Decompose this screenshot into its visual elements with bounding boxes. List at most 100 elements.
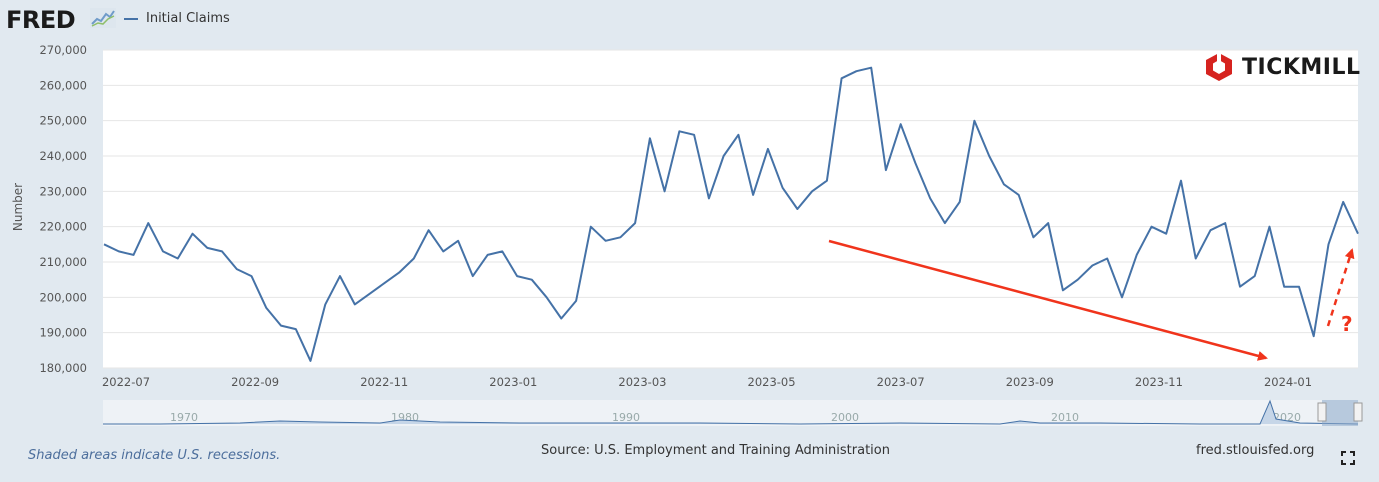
data-point[interactable] bbox=[781, 186, 785, 190]
data-point[interactable] bbox=[972, 119, 976, 123]
navigator-handle-right[interactable] bbox=[1353, 402, 1363, 422]
data-point[interactable] bbox=[1017, 193, 1021, 197]
data-point[interactable] bbox=[1208, 228, 1212, 232]
y-tick-label: 220,000 bbox=[39, 220, 87, 234]
data-point[interactable] bbox=[500, 249, 504, 253]
data-point[interactable] bbox=[397, 271, 401, 275]
data-point[interactable] bbox=[648, 136, 652, 140]
fullscreen-icon[interactable] bbox=[1341, 451, 1355, 465]
data-point[interactable] bbox=[191, 232, 195, 236]
data-point[interactable] bbox=[1149, 225, 1153, 229]
data-point[interactable] bbox=[840, 76, 844, 80]
data-point[interactable] bbox=[250, 274, 254, 278]
data-point[interactable] bbox=[235, 267, 239, 271]
data-point[interactable] bbox=[825, 179, 829, 183]
data-point[interactable] bbox=[530, 278, 534, 282]
data-point[interactable] bbox=[884, 168, 888, 172]
data-point[interactable] bbox=[987, 154, 991, 158]
data-point[interactable] bbox=[589, 225, 593, 229]
y-axis-ticks: 180,000 190,000 200,000 210,000 220,000 230,0… bbox=[39, 43, 87, 375]
data-point[interactable] bbox=[766, 147, 770, 151]
data-point[interactable] bbox=[1105, 256, 1109, 260]
data-point[interactable] bbox=[382, 281, 386, 285]
data-point[interactable] bbox=[751, 193, 755, 197]
data-point[interactable] bbox=[264, 306, 268, 310]
data-point[interactable] bbox=[604, 239, 608, 243]
data-point[interactable] bbox=[618, 235, 622, 239]
tickmill-brand-text: TICKMILL bbox=[1242, 54, 1361, 80]
data-point[interactable] bbox=[279, 324, 283, 328]
data-point[interactable] bbox=[545, 295, 549, 299]
data-point[interactable] bbox=[1194, 256, 1198, 260]
data-point[interactable] bbox=[958, 200, 962, 204]
data-point[interactable] bbox=[338, 274, 342, 278]
data-point[interactable] bbox=[559, 317, 563, 321]
data-point[interactable] bbox=[1253, 274, 1257, 278]
data-point[interactable] bbox=[1267, 225, 1271, 229]
data-point[interactable] bbox=[1120, 295, 1124, 299]
data-point[interactable] bbox=[1356, 232, 1360, 236]
data-point[interactable] bbox=[353, 302, 357, 306]
source-text: Source: U.S. Employment and Training Adm… bbox=[541, 443, 890, 458]
data-point[interactable] bbox=[176, 256, 180, 260]
data-point[interactable] bbox=[205, 246, 209, 250]
navigator-handle-left[interactable] bbox=[1317, 402, 1327, 422]
data-point[interactable] bbox=[707, 196, 711, 200]
data-point[interactable] bbox=[1282, 285, 1286, 289]
data-point[interactable] bbox=[102, 242, 106, 246]
data-point[interactable] bbox=[471, 274, 475, 278]
data-point[interactable] bbox=[722, 154, 726, 158]
data-point[interactable] bbox=[736, 133, 740, 137]
data-point[interactable] bbox=[574, 299, 578, 303]
data-point[interactable] bbox=[309, 359, 313, 363]
data-point[interactable] bbox=[869, 66, 873, 70]
data-point[interactable] bbox=[1341, 200, 1345, 204]
data-point[interactable] bbox=[161, 249, 165, 253]
data-point[interactable] bbox=[117, 249, 121, 253]
data-point[interactable] bbox=[913, 161, 917, 165]
data-point[interactable] bbox=[663, 189, 667, 193]
data-point[interactable] bbox=[943, 221, 947, 225]
data-point[interactable] bbox=[1090, 264, 1094, 268]
data-point[interactable] bbox=[810, 189, 814, 193]
data-point[interactable] bbox=[486, 253, 490, 257]
data-point[interactable] bbox=[1223, 221, 1227, 225]
data-point[interactable] bbox=[1002, 182, 1006, 186]
data-point[interactable] bbox=[928, 196, 932, 200]
data-point[interactable] bbox=[146, 221, 150, 225]
data-point[interactable] bbox=[1061, 288, 1065, 292]
data-point[interactable] bbox=[1046, 221, 1050, 225]
data-point[interactable] bbox=[1297, 285, 1301, 289]
data-point[interactable] bbox=[1179, 179, 1183, 183]
data-point[interactable] bbox=[633, 221, 637, 225]
data-point[interactable] bbox=[412, 256, 416, 260]
data-point[interactable] bbox=[854, 69, 858, 73]
data-point[interactable] bbox=[1031, 235, 1035, 239]
data-point[interactable] bbox=[220, 249, 224, 253]
data-point[interactable] bbox=[456, 239, 460, 243]
data-point[interactable] bbox=[1076, 278, 1080, 282]
data-point[interactable] bbox=[1326, 242, 1330, 246]
navigator-window[interactable] bbox=[1322, 400, 1358, 426]
data-point[interactable] bbox=[677, 129, 681, 133]
data-point[interactable] bbox=[1164, 232, 1168, 236]
legend-item[interactable]: Initial Claims bbox=[124, 11, 230, 26]
data-point[interactable] bbox=[441, 249, 445, 253]
data-point[interactable] bbox=[692, 133, 696, 137]
data-point[interactable] bbox=[1135, 253, 1139, 257]
fred-logo[interactable]: FRED bbox=[6, 6, 76, 34]
data-point[interactable] bbox=[368, 292, 372, 296]
site-link[interactable]: fred.stlouisfed.org bbox=[1196, 443, 1315, 458]
data-point[interactable] bbox=[795, 207, 799, 211]
navigator-labels: 1970 1980 1990 2000 2010 2020 bbox=[170, 411, 1301, 424]
y-axis-label: Number bbox=[11, 183, 25, 231]
data-point[interactable] bbox=[515, 274, 519, 278]
data-point[interactable] bbox=[427, 228, 431, 232]
fred-mini-graph-icon bbox=[90, 8, 116, 28]
data-point[interactable] bbox=[1238, 285, 1242, 289]
data-point[interactable] bbox=[323, 302, 327, 306]
data-point[interactable] bbox=[899, 122, 903, 126]
data-point[interactable] bbox=[1312, 334, 1316, 338]
data-point[interactable] bbox=[132, 253, 136, 257]
data-point[interactable] bbox=[294, 327, 298, 331]
